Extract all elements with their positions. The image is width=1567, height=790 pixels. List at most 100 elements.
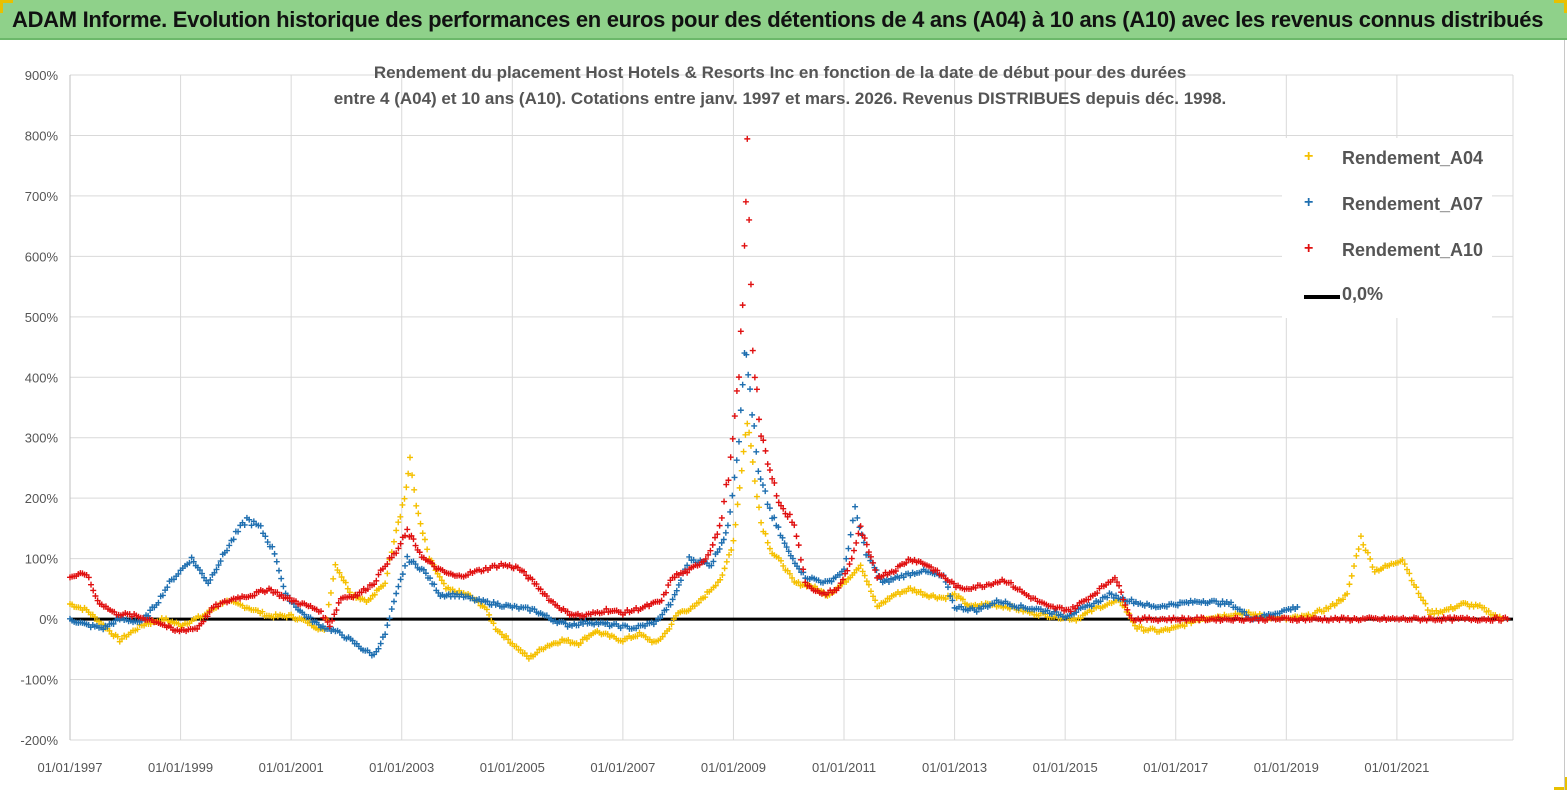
data-point (1241, 608, 1248, 615)
data-point (603, 605, 610, 612)
data-point (749, 411, 756, 418)
x-tick-label: 01/01/2013 (922, 760, 987, 775)
data-point (198, 570, 205, 577)
data-point (186, 559, 193, 566)
data-point (738, 467, 745, 474)
data-point (434, 570, 441, 577)
data-point (330, 575, 337, 582)
data-point (403, 484, 410, 491)
data-point (395, 519, 402, 526)
data-point (331, 611, 338, 618)
data-point (1122, 602, 1129, 609)
data-point (405, 470, 412, 477)
data-point (867, 588, 874, 595)
data-point (843, 555, 850, 562)
y-tick-label: 500% (25, 310, 59, 325)
data-point (721, 498, 728, 505)
data-point (1481, 604, 1488, 611)
data-point (828, 578, 835, 585)
data-point (1449, 617, 1456, 624)
data-point (745, 371, 752, 378)
data-point (269, 543, 276, 550)
data-point (785, 548, 792, 555)
data-point (336, 569, 343, 576)
data-point (164, 584, 171, 591)
data-point (349, 637, 356, 644)
data-point (562, 620, 569, 627)
data-point (354, 592, 361, 599)
data-point (344, 585, 351, 592)
data-point (870, 593, 877, 600)
title-banner: ADAM Informe. Evolution historique des p… (0, 0, 1567, 40)
data-point (375, 645, 382, 652)
data-point (384, 622, 391, 629)
data-point (1346, 581, 1353, 588)
data-point (1422, 600, 1429, 607)
data-point (556, 639, 563, 646)
data-point (386, 615, 393, 622)
data-point (262, 533, 269, 540)
data-point (100, 626, 107, 633)
series-rendement-a07 (67, 350, 1301, 659)
data-point (338, 573, 345, 580)
data-point (373, 577, 380, 584)
y-tick-label: 100% (25, 552, 59, 567)
data-point (870, 559, 877, 566)
x-axis-ticks: 01/01/1997 01/01/1999 01/01/2001 01/01/2003… (37, 760, 1429, 775)
data-point (749, 459, 756, 466)
data-point (1177, 617, 1183, 624)
data-point (781, 540, 788, 547)
data-point (248, 522, 255, 529)
data-point (721, 565, 728, 572)
data-point (404, 553, 411, 560)
data-point (377, 640, 384, 647)
data-point (505, 636, 512, 643)
data-point (755, 468, 762, 475)
data-point (417, 520, 424, 527)
data-point (1181, 623, 1188, 630)
x-tick-label: 01/01/1997 (37, 760, 102, 775)
data-point (484, 598, 491, 605)
data-point (850, 547, 857, 554)
data-point (215, 562, 222, 569)
data-point (973, 608, 980, 615)
x-tick-label: 01/01/2019 (1254, 760, 1319, 775)
data-point (384, 570, 391, 577)
data-point (483, 606, 490, 613)
x-tick-label: 01/01/2021 (1364, 760, 1429, 775)
data-point (1104, 594, 1111, 601)
data-point (867, 553, 874, 560)
data-point (251, 592, 258, 599)
data-point (204, 613, 211, 620)
data-point (424, 546, 431, 553)
y-tick-label: 0% (39, 612, 58, 627)
chart-title-line-2: entre 4 (A04) et 10 ans (A10). Cotations… (333, 89, 1227, 108)
series-rendement-a10 (67, 135, 1511, 635)
data-point (259, 608, 266, 615)
y-tick-label: 700% (25, 189, 59, 204)
data-point (399, 501, 406, 508)
data-point (865, 581, 872, 588)
data-point (855, 565, 862, 572)
y-axis-ticks: 900% 800% 700% 600% 500% 400% 300% 200% 100% 0% -1… (20, 68, 58, 748)
data-point (521, 650, 528, 657)
data-point (709, 541, 716, 548)
data-point (288, 611, 295, 618)
data-point (205, 580, 212, 587)
x-tick-label: 01/01/2015 (1033, 760, 1098, 775)
data-point (415, 510, 422, 517)
data-point (744, 135, 751, 142)
data-point (358, 589, 365, 596)
data-point (1085, 596, 1092, 603)
data-point (235, 528, 242, 535)
data-point (1118, 589, 1125, 596)
data-point (934, 567, 941, 574)
data-point (271, 550, 278, 557)
data-point (524, 604, 531, 611)
data-point (329, 617, 336, 624)
chart-area: 900% 800% 700% 600% 500% 400% 300% 200% 100% 0% -1… (20, 68, 1514, 775)
data-point (373, 648, 380, 655)
data-point (837, 580, 844, 587)
data-point (791, 522, 798, 529)
data-point (1485, 607, 1492, 614)
